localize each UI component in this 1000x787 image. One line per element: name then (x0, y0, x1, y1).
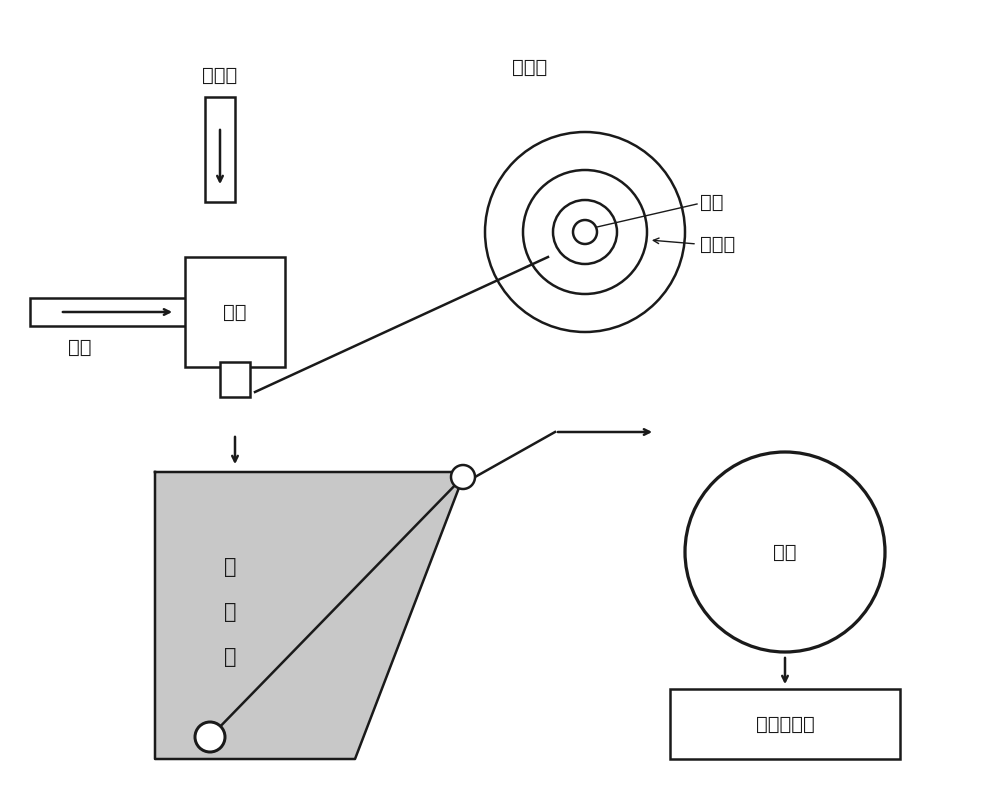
Circle shape (195, 722, 225, 752)
Circle shape (685, 452, 885, 652)
Circle shape (553, 200, 617, 264)
Bar (670, 689, 900, 759)
Bar (30, 298, 200, 326)
Text: 制膜液: 制膜液 (202, 66, 238, 85)
Circle shape (573, 220, 597, 244)
Bar (220, 362, 250, 397)
Text: 出料口: 出料口 (512, 58, 548, 77)
Text: 制膜液: 制膜液 (700, 235, 735, 253)
Text: 模头: 模头 (223, 302, 247, 322)
Text: 收集: 收集 (773, 542, 797, 561)
Text: 芋液: 芋液 (68, 338, 92, 357)
Circle shape (485, 132, 685, 332)
Text: 浴: 浴 (224, 647, 236, 667)
Polygon shape (155, 472, 465, 759)
Bar (205, 97, 235, 202)
Circle shape (523, 170, 647, 294)
Bar (185, 257, 285, 367)
Text: 恒温蒸汽炉: 恒温蒸汽炉 (756, 715, 814, 733)
Circle shape (451, 465, 475, 489)
Text: 芋液: 芋液 (700, 193, 724, 212)
Text: 凝: 凝 (224, 557, 236, 577)
Text: 固: 固 (224, 602, 236, 622)
